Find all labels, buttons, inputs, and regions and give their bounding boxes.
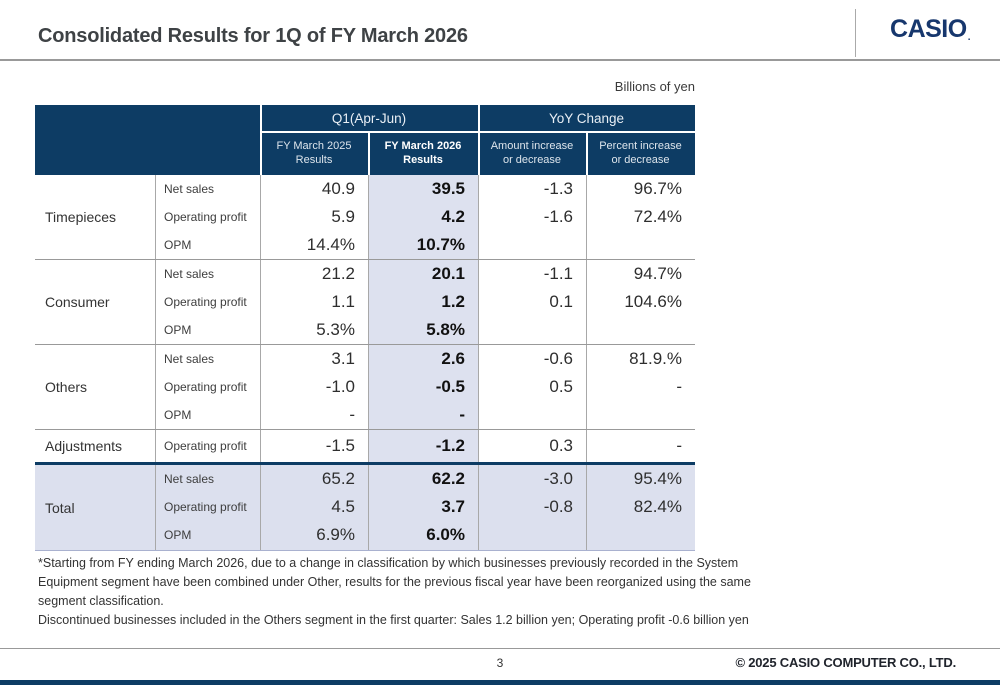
footnote: *Starting from FY ending March 2026, due… — [38, 554, 756, 630]
bottom-accent-bar — [0, 680, 1000, 685]
col-group-yoy: YoY Change — [548, 111, 625, 126]
unit-label: Billions of yen — [614, 79, 695, 94]
fy2025-values: 40.9 5.9 14.4% — [260, 175, 368, 259]
metric-labels: Net sales Operating profit OPM — [155, 175, 260, 259]
segment-label: Total — [35, 465, 155, 550]
header-gridline — [260, 105, 262, 175]
metric-labels: Operating profit — [155, 430, 260, 462]
fy2026-values: 20.1 1.2 5.8% — [368, 260, 478, 344]
footer-rule — [0, 648, 1000, 649]
table-row-consumer: Consumer Net sales Operating profit OPM … — [35, 259, 695, 344]
slide-header: Consolidated Results for 1Q of FY March … — [0, 0, 1000, 59]
table-header: Q1(Apr-Jun) YoY Change FY March 2025 Res… — [35, 105, 695, 175]
segment-label: Adjustments — [45, 438, 123, 454]
table-row-total: Total Net sales Operating profit OPM 65.… — [35, 462, 695, 551]
table-row-timepieces: Timepieces Net sales Operating profit OP… — [35, 175, 695, 259]
amount-change-values: -1.3 -1.6 — [478, 175, 586, 259]
metric-labels: Net sales Operating profit OPM — [155, 260, 260, 344]
casio-logo-text: CASIO — [890, 15, 967, 43]
header-gridline — [368, 131, 370, 175]
fy2025-values: 65.2 4.5 6.9% — [260, 465, 368, 550]
amount-change-values: -0.6 0.5 — [478, 345, 586, 429]
footnote-paragraph-1: *Starting from FY ending March 2026, due… — [38, 556, 751, 608]
fy2025-values: 21.2 1.1 5.3% — [260, 260, 368, 344]
header-divider — [855, 9, 856, 57]
segment-label: Timepieces — [45, 209, 117, 225]
fy2026-values: 39.5 4.2 10.7% — [368, 175, 478, 259]
page-number: 3 — [496, 656, 504, 670]
col-group-q1: Q1(Apr-Jun) — [331, 111, 407, 126]
footnote-paragraph-2: Discontinued businesses included in the … — [38, 613, 749, 627]
fy2026-values: 2.6 -0.5 - — [368, 345, 478, 429]
table-row-adjustments: Adjustments Operating profit -1.5 -1.2 0… — [35, 429, 695, 462]
table-row-others: Others Net sales Operating profit OPM 3.… — [35, 344, 695, 429]
percent-change-values: - — [586, 430, 695, 462]
amount-change-values: -1.1 0.1 — [478, 260, 586, 344]
metric-labels: Net sales Operating profit OPM — [155, 465, 260, 550]
segment-label: Others — [45, 379, 88, 395]
percent-change-values: 95.4% 82.4% — [586, 465, 695, 550]
fy2025-values: -1.5 — [260, 430, 368, 462]
amount-change-values: -3.0 -0.8 — [478, 465, 586, 550]
header-gridline — [478, 105, 480, 175]
col-header-percent: Percent increase or decrease — [599, 140, 682, 166]
casio-logo-dot: . — [967, 32, 971, 43]
fy2026-values: -1.2 — [368, 430, 478, 462]
copyright-notice: © 2025 CASIO COMPUTER CO., LTD. — [735, 655, 956, 670]
col-header-amount: Amount increase or decrease — [490, 140, 574, 166]
fy2026-values: 62.2 3.7 6.0% — [368, 465, 478, 550]
segment-label: Consumer — [45, 294, 110, 310]
casio-logo: CASIO. — [865, 0, 995, 59]
percent-change-values: 94.7% 104.6% — [586, 260, 695, 344]
percent-change-values: 96.7% 72.4% — [586, 175, 695, 259]
col-header-fy2026: FY March 2026 Results — [384, 140, 462, 166]
header-gridline — [260, 131, 695, 133]
results-table: Q1(Apr-Jun) YoY Change FY March 2025 Res… — [35, 105, 695, 551]
percent-change-values: 81.9.% - — [586, 345, 695, 429]
header-gridline — [586, 131, 588, 175]
metric-labels: Net sales Operating profit OPM — [155, 345, 260, 429]
header-rule — [0, 59, 1000, 61]
fy2025-values: 3.1 -1.0 - — [260, 345, 368, 429]
amount-change-values: 0.3 — [478, 430, 586, 462]
page-title: Consolidated Results for 1Q of FY March … — [38, 25, 468, 47]
col-header-fy2025: FY March 2025 Results — [276, 140, 352, 166]
